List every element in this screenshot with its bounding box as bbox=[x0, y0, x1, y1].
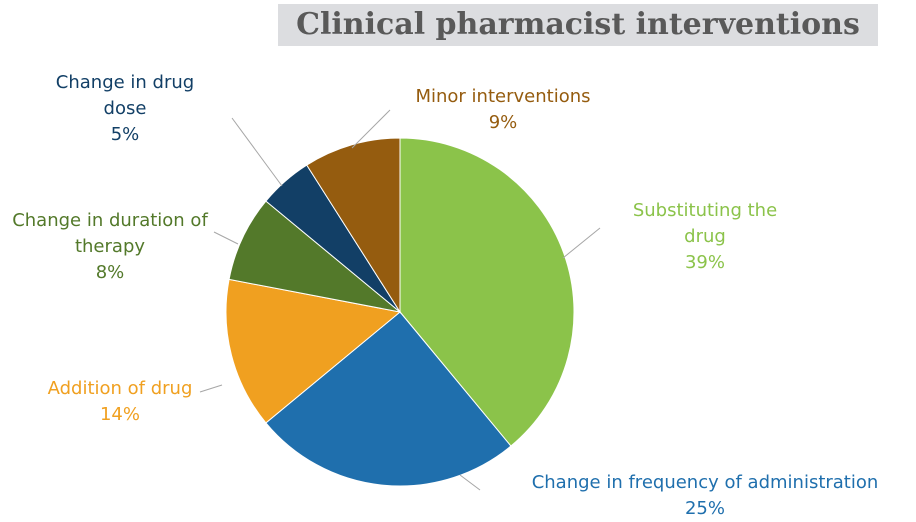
slice-label: Substituting the drug 39% bbox=[610, 198, 800, 276]
percent-label: 25% bbox=[684, 498, 725, 519]
slice-label: Change in frequency of administration 25% bbox=[490, 470, 916, 522]
leader-line bbox=[562, 227, 601, 259]
category-name: Minor interventions bbox=[415, 86, 591, 107]
percent-label: 9% bbox=[488, 112, 518, 133]
category-name: Substituting the drug bbox=[632, 200, 778, 247]
percent-label: 8% bbox=[95, 262, 125, 283]
percent-label: 5% bbox=[110, 124, 140, 145]
category-name: Change in drug dose bbox=[55, 72, 195, 119]
pie-slice bbox=[399, 137, 575, 447]
leader-line bbox=[459, 474, 481, 491]
leader-line bbox=[199, 384, 223, 393]
slice-label: Change in duration of therapy 8% bbox=[0, 208, 220, 286]
pie-slice bbox=[306, 137, 401, 314]
slice-label: Minor interventions 9% bbox=[388, 84, 618, 136]
pie-slice bbox=[225, 278, 402, 424]
chart-title: Clinical pharmacist interventions bbox=[278, 4, 878, 46]
percent-label: 14% bbox=[99, 404, 140, 425]
pie-slice bbox=[265, 311, 512, 487]
leader-line bbox=[231, 117, 283, 187]
category-name: Change in frequency of administration bbox=[531, 472, 879, 493]
category-name: Change in duration of therapy bbox=[12, 210, 208, 257]
slice-label: Change in drug dose 5% bbox=[40, 70, 210, 148]
percent-label: 39% bbox=[684, 252, 725, 273]
leader-line bbox=[351, 109, 391, 149]
category-name: Addition of drug bbox=[47, 378, 193, 399]
slice-label: Addition of drug 14% bbox=[20, 376, 220, 428]
leader-line bbox=[213, 231, 239, 245]
